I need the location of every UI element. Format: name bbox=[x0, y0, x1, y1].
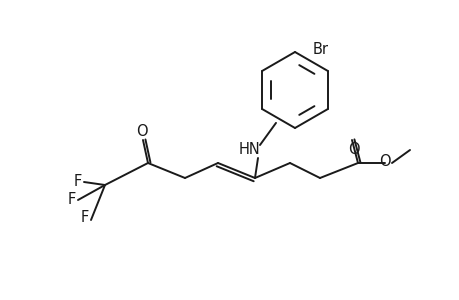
Text: O: O bbox=[347, 142, 359, 158]
Text: F: F bbox=[81, 211, 89, 226]
Text: F: F bbox=[74, 175, 82, 190]
Text: O: O bbox=[378, 154, 390, 169]
Text: F: F bbox=[68, 193, 76, 208]
Text: HN: HN bbox=[239, 142, 260, 158]
Text: O: O bbox=[136, 124, 147, 139]
Text: Br: Br bbox=[312, 41, 328, 56]
